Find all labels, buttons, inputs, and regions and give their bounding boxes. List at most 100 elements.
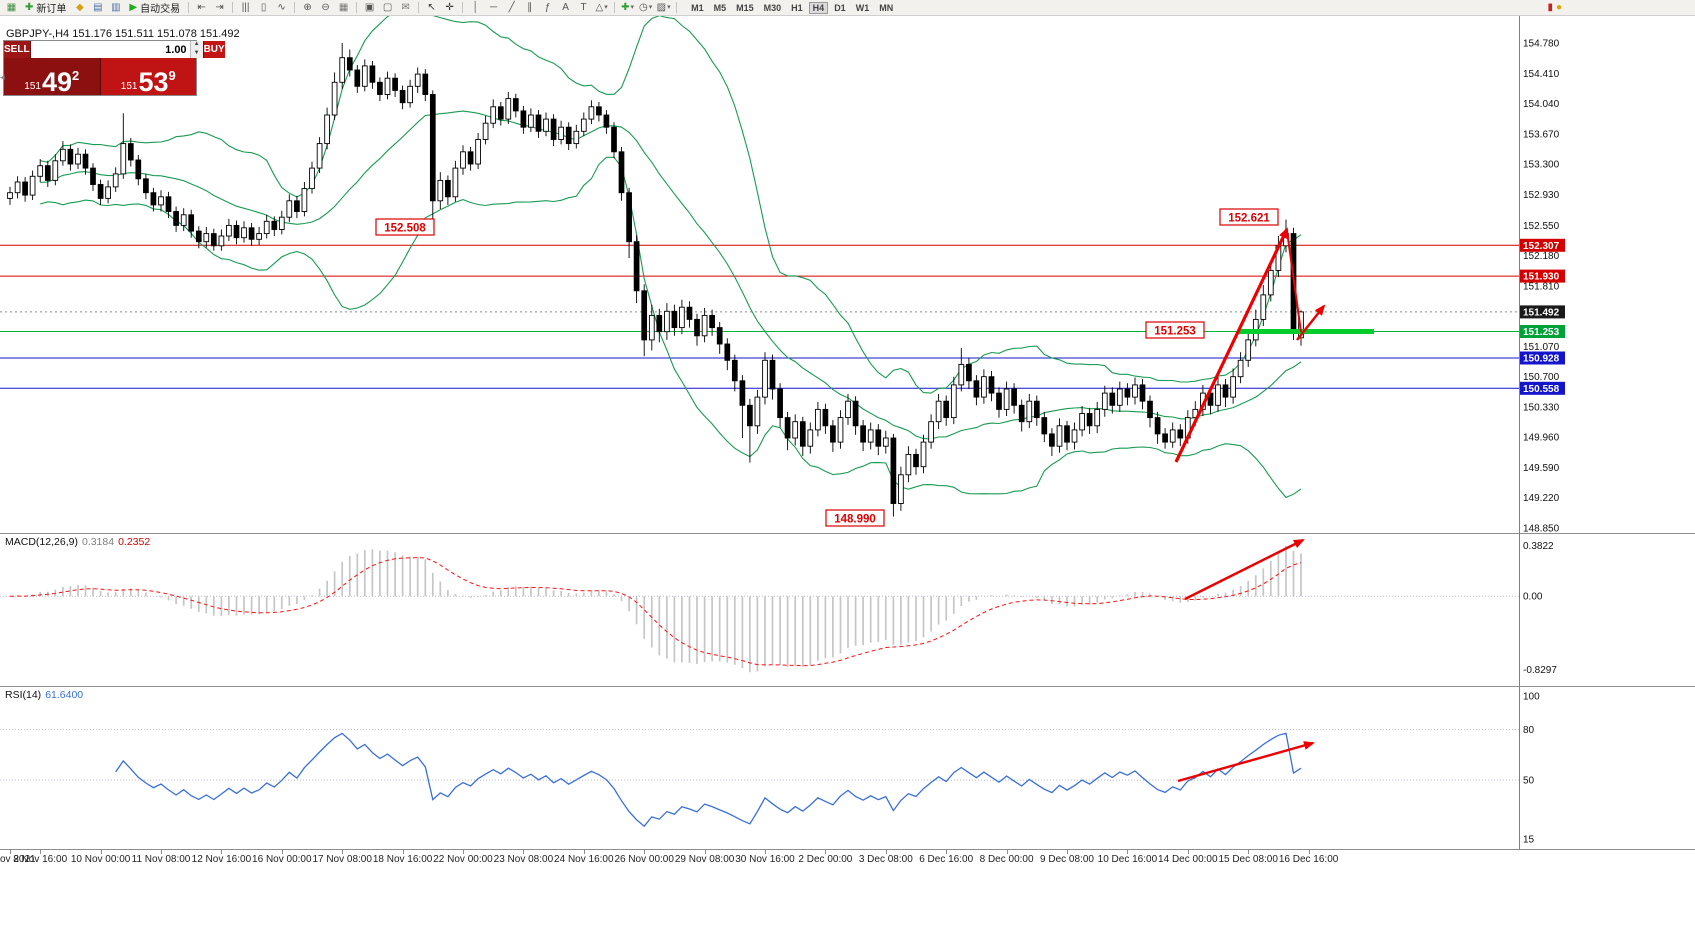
bar-chart-icon-glyph: |||: [241, 1, 250, 13]
time-label: 29 Nov 08:00: [674, 854, 735, 865]
favorites-icon-glyph: ◆: [76, 1, 84, 13]
time-tick: [1067, 850, 1068, 854]
rsi-panel[interactable]: 100 80 50 15 RSI(14) 61.6400: [0, 686, 1695, 849]
sell-price-panel[interactable]: 151 49 2: [4, 58, 101, 96]
chart-window-icon-glyph: ▦: [6, 1, 17, 13]
market-watch-icon[interactable]: ▤: [89, 1, 106, 15]
price-chart-svg[interactable]: 152.508 152.621 151.253 148.990 154.780 154.4…: [0, 16, 1695, 533]
timeframe-m5[interactable]: M5: [713, 2, 727, 13]
toolbar-separator: [294, 2, 296, 13]
mail-icon-glyph: ✉: [401, 1, 410, 13]
data-window-icon[interactable]: ▥: [107, 1, 124, 15]
toolbar-separator: [188, 2, 190, 13]
crosshair-icon[interactable]: ✛: [441, 1, 458, 15]
dropdown-caret-icon[interactable]: ▾: [667, 3, 671, 11]
scroll-left-icon[interactable]: ⇤: [193, 1, 210, 15]
templates-icon[interactable]: ▨ ▾: [655, 1, 672, 15]
alert-icon[interactable]: ●: [1555, 1, 1562, 13]
trade-panel-collapse-icon[interactable]: ◂: [0, 72, 5, 82]
zoom-out-icon[interactable]: ⊖: [317, 1, 334, 15]
sell-button[interactable]: SELL: [4, 41, 31, 58]
channel-icon[interactable]: ∥: [521, 1, 538, 15]
timeframe-toolbar: M1 M5 M15 M30 H1 H4 D1 W1 MN: [687, 1, 897, 14]
timeframe-m1[interactable]: M1: [691, 2, 704, 13]
grid-icon[interactable]: ▦: [335, 1, 352, 15]
buy-price-panel[interactable]: 151 53 9: [100, 58, 196, 96]
time-label: 12 Nov 16:00: [191, 854, 252, 865]
scroll-right-icon[interactable]: ⇥: [211, 1, 228, 15]
bar-chart-icon[interactable]: |||: [237, 1, 254, 15]
label-icon[interactable]: T: [575, 1, 592, 15]
svg-text:100: 100: [1523, 692, 1540, 703]
rsi-chart-svg[interactable]: 100 80 50 15: [0, 686, 1695, 849]
symbol-ohlc-line: GBPJPY-,H4 151.176 151.511 151.078 151.4…: [6, 28, 240, 40]
autotrading-button[interactable]: ▶ 自动交易: [125, 1, 184, 15]
toolbar: ▦ ✚ 新订单 ◆ ▤ ▥ ▶ 自动交易 ⇤ ⇥ ||| ▯ ∿ ⊕ ⊖ ▦ ▣ ▢ ✉ ↖ ✛ │ ─ ╱ ∥ ƒ A T △ ▾ ✚ ▾ ◷…: [0, 0, 1695, 16]
vertical-line-icon[interactable]: │: [467, 1, 484, 15]
buy-price-pip: 9: [168, 68, 176, 83]
chart-shift-icon[interactable]: ▮: [1547, 1, 1553, 13]
dropdown-caret-icon[interactable]: ▾: [630, 3, 635, 11]
horizontal-line-icon[interactable]: ─: [485, 1, 502, 15]
periods-icon[interactable]: ◷ ▾: [637, 1, 654, 15]
toolbar-separator: [676, 2, 678, 13]
periods-icon-glyph: ◷: [638, 1, 648, 13]
volume-increase-button[interactable]: ▲: [190, 41, 203, 50]
main-chart-panel[interactable]: 152.508 152.621 151.253 148.990 154.780 154.4…: [0, 16, 1695, 533]
svg-text:154.040: 154.040: [1523, 99, 1560, 110]
time-label: 23 Nov 08:00: [493, 854, 554, 865]
time-label: 3 Dec 08:00: [858, 854, 913, 865]
macd-panel[interactable]: 0.3822 0.00 -0.8297 MACD(12,26,9) 0.3184 0.2…: [0, 533, 1695, 686]
new-order-glyph: ✚: [25, 2, 34, 13]
chart-window-icon[interactable]: ▦: [3, 1, 20, 15]
fibonacci-icon[interactable]: ƒ: [539, 1, 556, 15]
time-tick: [825, 850, 827, 854]
time-tick: [161, 850, 162, 854]
volume-decrease-button[interactable]: ▼: [190, 49, 203, 58]
time-label: 6 Dec 16:00: [919, 854, 974, 865]
time-tick: [644, 850, 646, 854]
timeframe-mn[interactable]: MN: [879, 2, 894, 13]
shapes-icon[interactable]: △ ▾: [593, 1, 610, 15]
svg-text:150.700: 150.700: [1523, 372, 1560, 383]
dropdown-caret-icon[interactable]: ▾: [604, 3, 608, 11]
timeframe-d1[interactable]: D1: [834, 2, 846, 13]
cascade-windows-icon[interactable]: ▢: [379, 1, 396, 15]
timeframe-m15[interactable]: M15: [736, 2, 754, 13]
text-icon[interactable]: A: [557, 1, 574, 15]
toolbar-separator: [356, 2, 358, 13]
rsi-value: 61.6400: [45, 689, 84, 701]
dropdown-caret-icon[interactable]: ▾: [648, 3, 653, 11]
time-tick: [765, 850, 766, 854]
svg-text:148.990: 148.990: [834, 514, 876, 526]
tile-windows-icon[interactable]: ▣: [361, 1, 378, 15]
macd-chart-svg[interactable]: 0.3822 0.00 -0.8297: [0, 533, 1695, 686]
volume-input[interactable]: [30, 41, 190, 58]
svg-text:149.960: 149.960: [1523, 433, 1560, 444]
mail-icon[interactable]: ✉: [397, 1, 414, 15]
favorites-icon[interactable]: ◆: [71, 1, 88, 15]
trendline-icon[interactable]: ╱: [503, 1, 520, 15]
timeframe-m30[interactable]: M30: [763, 2, 782, 13]
time-label: 17 Nov 08:00: [312, 854, 372, 865]
zoom-in-icon[interactable]: ⊕: [299, 1, 316, 15]
buy-button[interactable]: BUY: [202, 41, 225, 58]
indicators-icon[interactable]: ✚ ▾: [619, 1, 636, 15]
fibonacci-icon-glyph: ƒ: [544, 1, 551, 13]
timeframe-w1[interactable]: W1: [855, 2, 870, 13]
svg-text:151.930: 151.930: [1523, 272, 1560, 283]
line-chart-icon[interactable]: ∿: [273, 1, 290, 15]
cascade-windows-icon-glyph: ▢: [382, 1, 393, 13]
svg-text:149.590: 149.590: [1523, 463, 1560, 474]
rsi-label-row: RSI(14) 61.6400: [5, 689, 83, 701]
svg-text:151.492: 151.492: [1523, 307, 1560, 318]
candlestick-chart-icon[interactable]: ▯: [255, 1, 272, 15]
svg-text:152.550: 152.550: [1523, 221, 1560, 232]
svg-text:152.621: 152.621: [1228, 213, 1270, 225]
timeframe-h4[interactable]: H4: [808, 1, 829, 14]
macd-main-value: 0.3184: [81, 536, 115, 548]
timeframe-h1[interactable]: H1: [791, 2, 803, 13]
cursor-icon[interactable]: ↖: [423, 1, 440, 15]
new-order-button[interactable]: ✚ 新订单: [21, 1, 70, 15]
